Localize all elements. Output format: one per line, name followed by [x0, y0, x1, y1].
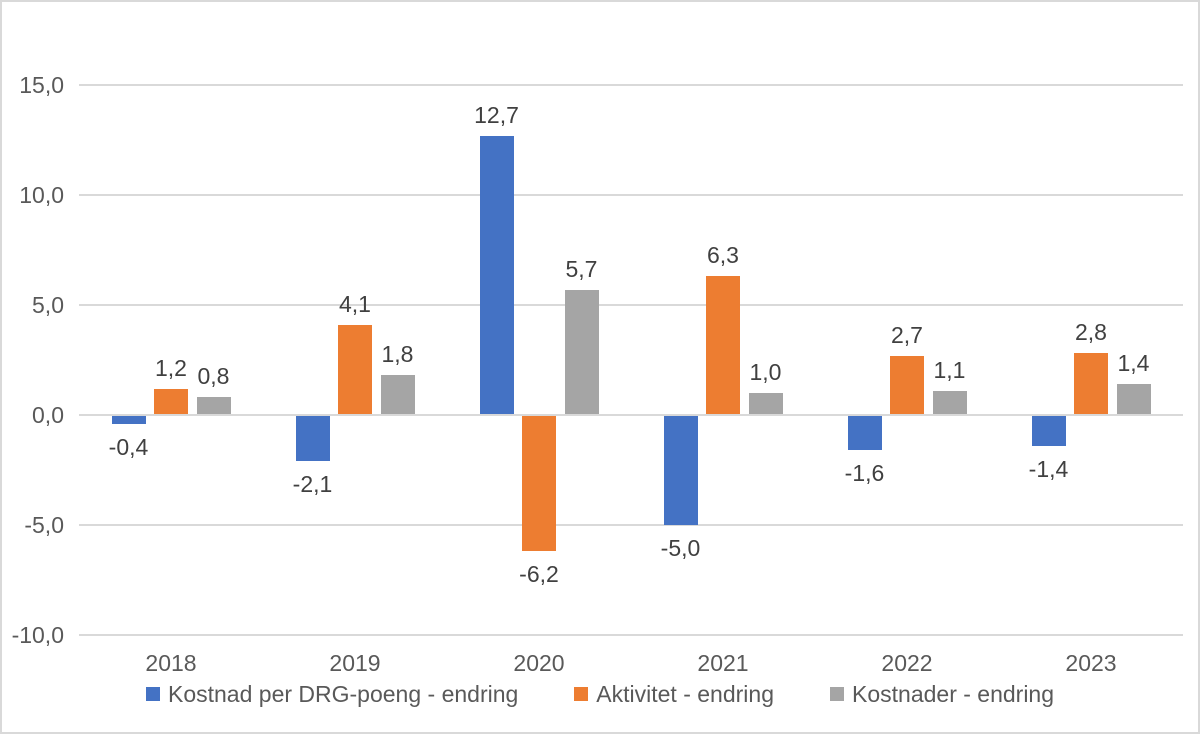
legend-item-series-2: Aktivitet - endring: [574, 681, 774, 707]
y-axis-tick-label: 0,0: [32, 402, 64, 428]
legend-label: Aktivitet - endring: [596, 681, 774, 707]
bar-2019-series-3: [380, 375, 415, 414]
x-axis-tick-label: 2020: [513, 650, 565, 676]
data-label: 12,7: [474, 101, 519, 128]
data-label: 2,8: [1075, 319, 1107, 346]
gridline: [79, 634, 1183, 636]
y-axis-tick-label: 10,0: [19, 182, 64, 208]
bar-2023-series-3: [1116, 384, 1151, 414]
legend-swatch-icon: [145, 687, 160, 701]
y-axis-tick-label: 15,0: [19, 72, 64, 98]
x-axis-tick-label: 2018: [145, 650, 197, 676]
legend-label: Kostnad per DRG-poeng - endring: [167, 681, 519, 707]
bar-2022-series-2: [890, 355, 924, 414]
legend-swatch-icon: [574, 687, 589, 701]
bar-2018-series-1: [111, 416, 146, 424]
data-label: -1,6: [844, 460, 885, 487]
x-axis-tick-label: 2023: [1065, 650, 1117, 676]
legend-item-series-1: Kostnad per DRG-poeng - endring: [145, 681, 519, 707]
x-axis-tick-label: 2021: [697, 650, 749, 676]
bar-2021-series-2: [706, 276, 740, 414]
x-axis-tick-label: 2022: [881, 650, 933, 676]
data-label: -2,1: [292, 471, 333, 498]
data-label: -6,2: [519, 561, 559, 588]
chart-legend: Kostnad per DRG-poeng - endring Aktivitet…: [2, 681, 1198, 707]
legend-label: Kostnader - endring: [852, 681, 1055, 707]
bar-2022-series-3: [932, 390, 967, 414]
x-axis-tick-label: 2019: [329, 650, 381, 676]
bar-2018-series-3: [196, 397, 231, 414]
bar-2020-series-2: [522, 416, 556, 552]
legend-swatch-icon: [830, 687, 844, 701]
data-label: 1,0: [749, 359, 782, 385]
data-label: 2,7: [891, 321, 923, 348]
data-label: -1,4: [1028, 455, 1069, 482]
gridline: [79, 524, 1183, 526]
bar-2022-series-1: [847, 416, 882, 451]
data-label: 1,2: [155, 354, 187, 381]
y-axis-tick-label: -10,0: [11, 622, 64, 648]
bar-2019-series-2: [338, 324, 372, 414]
data-label: 5,7: [565, 255, 598, 282]
y-axis-tick-label: -5,0: [24, 512, 64, 538]
gridline: [79, 194, 1183, 196]
bar-2019-series-1: [295, 416, 330, 462]
data-label: 1,1: [933, 356, 966, 383]
bar-2020-series-3: [564, 289, 599, 414]
bar-2023-series-2: [1074, 353, 1108, 414]
data-label: 4,1: [339, 290, 371, 317]
data-label: -5,0: [660, 535, 701, 561]
data-label: 0,8: [197, 363, 230, 390]
bar-2021-series-1: [663, 416, 698, 525]
data-label: -0,4: [108, 433, 149, 460]
gridline: [79, 414, 1183, 416]
bar-2018-series-2: [154, 388, 188, 414]
data-label: 1,8: [381, 341, 414, 368]
bar-2020-series-1: [479, 135, 514, 414]
legend-item-series-3: Kostnader - endring: [830, 681, 1054, 707]
gridline: [79, 84, 1183, 86]
bar-2023-series-1: [1031, 416, 1066, 446]
data-label: 6,3: [707, 242, 739, 269]
data-label: 1,4: [1117, 350, 1150, 377]
gridline: [79, 304, 1183, 306]
y-axis-tick-label: 5,0: [32, 292, 64, 318]
bar-2021-series-3: [748, 393, 783, 414]
